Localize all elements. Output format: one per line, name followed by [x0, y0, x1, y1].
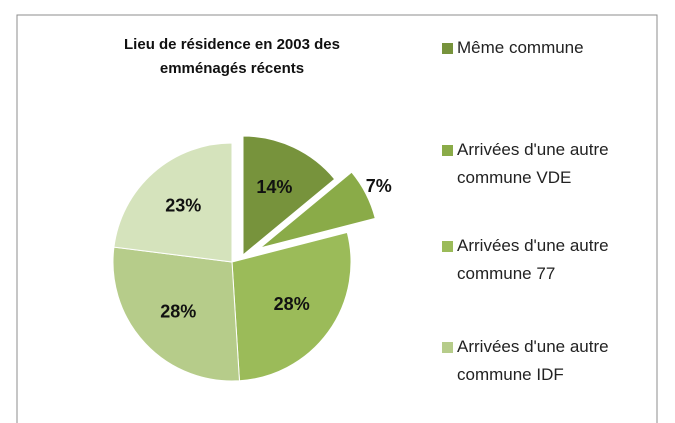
pie-slice — [112, 246, 241, 382]
data-label: 7% — [366, 176, 392, 196]
legend-swatch — [442, 43, 453, 54]
legend-label: Arrivées d'une autre commune IDF — [457, 337, 609, 384]
title-line: emménagés récents — [160, 60, 304, 77]
chart-frame — [16, 14, 658, 423]
legend-swatch — [442, 342, 453, 353]
data-label: 23% — [165, 195, 201, 215]
pie-slice — [113, 142, 233, 263]
legend-label: Arrivées d'une autre commune VDE — [457, 140, 609, 187]
title-line: Lieu de résidence en 2003 des — [124, 36, 340, 53]
legend-label: Même commune — [457, 38, 584, 57]
data-label: 28% — [160, 301, 196, 321]
chart-title: Lieu de résidence en 2003 des emménagés r… — [124, 36, 340, 77]
legend-swatch — [442, 145, 453, 156]
pie-slice — [242, 135, 336, 257]
data-label: 14% — [256, 177, 292, 197]
legend-swatch — [442, 241, 453, 252]
legend-label: Arrivées d'une autre commune 77 — [457, 236, 609, 283]
pie-slice — [259, 171, 376, 249]
pie-slice — [231, 231, 352, 382]
data-label: 28% — [274, 294, 310, 314]
